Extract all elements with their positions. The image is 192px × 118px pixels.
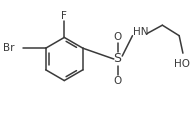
Text: Br: Br — [3, 43, 15, 53]
Text: O: O — [113, 32, 122, 42]
Text: HO: HO — [174, 59, 190, 69]
Text: F: F — [61, 11, 67, 21]
Text: O: O — [113, 76, 122, 86]
Text: S: S — [113, 53, 122, 65]
Text: HN: HN — [133, 27, 149, 37]
